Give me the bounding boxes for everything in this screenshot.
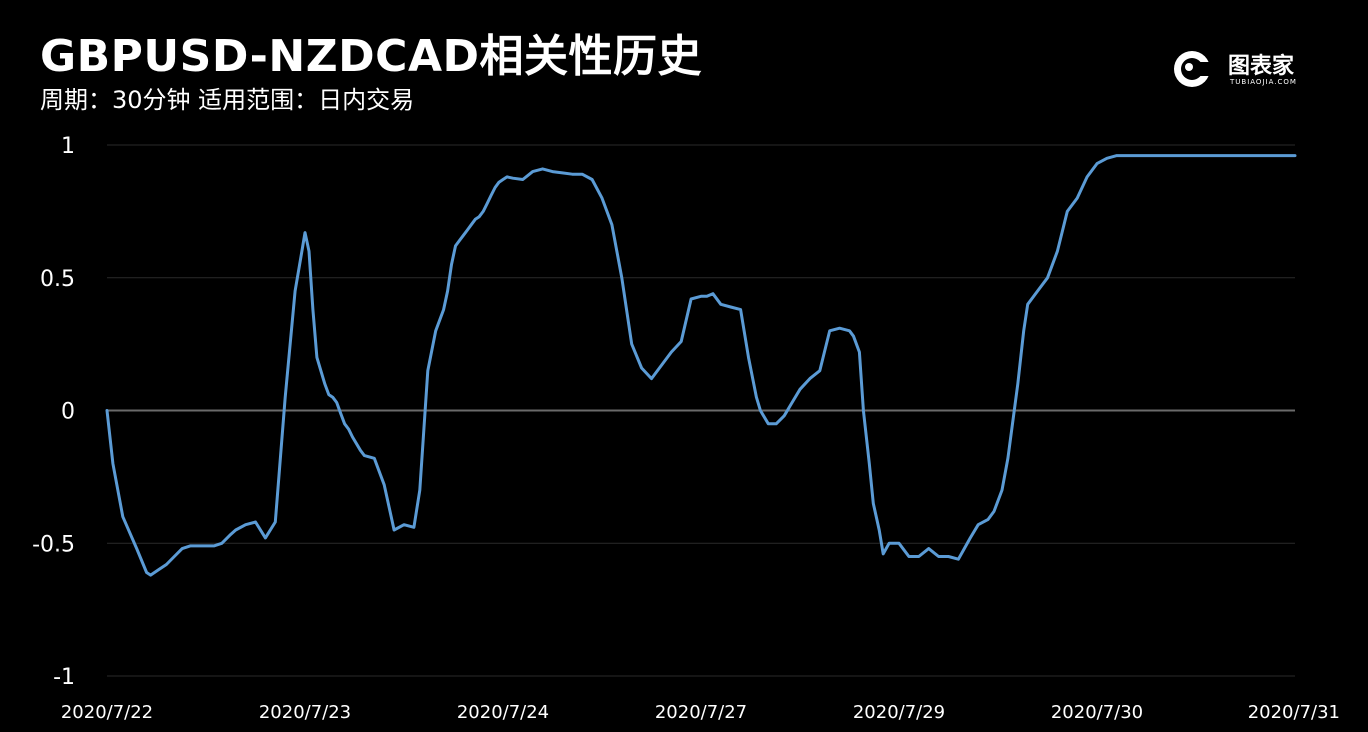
x-tick-label: 2020/7/29 — [853, 702, 945, 723]
logo-name: 图表家 — [1228, 54, 1295, 79]
x-tick-label: 2020/7/30 — [1051, 702, 1143, 723]
y-tick-label: 0.5 — [40, 267, 75, 292]
x-tick-label: 2020/7/23 — [259, 702, 351, 723]
x-tick-label: 2020/7/31 — [1248, 702, 1340, 723]
y-tick-label: 1 — [61, 134, 75, 159]
x-tick-label: 2020/7/27 — [655, 702, 747, 723]
grid-lines — [107, 144, 1295, 677]
x-axis-ticks: 2020/7/22 2020/7/23 2020/7/24 2020/7/27 2020… — [61, 702, 1340, 723]
x-tick-label: 2020/7/24 — [457, 702, 549, 723]
robot-head-icon — [1174, 51, 1210, 87]
series-line — [105, 154, 1297, 577]
page-title: GBPUSD-NZDCAD相关性历史 — [40, 31, 703, 82]
y-tick-label: -1 — [53, 665, 75, 690]
y-tick-label: 0 — [61, 400, 75, 425]
x-tick-label: 2020/7/22 — [61, 702, 153, 723]
y-axis-ticks: 1 0.5 0 -0.5 -1 — [32, 134, 75, 690]
logo-subtext: TUBIAOJIA.COM — [1230, 78, 1297, 86]
page-subtitle: 周期：30分钟 适用范围：日内交易 — [40, 86, 415, 114]
series-layer — [105, 154, 1297, 577]
y-tick-label: -0.5 — [32, 532, 75, 557]
